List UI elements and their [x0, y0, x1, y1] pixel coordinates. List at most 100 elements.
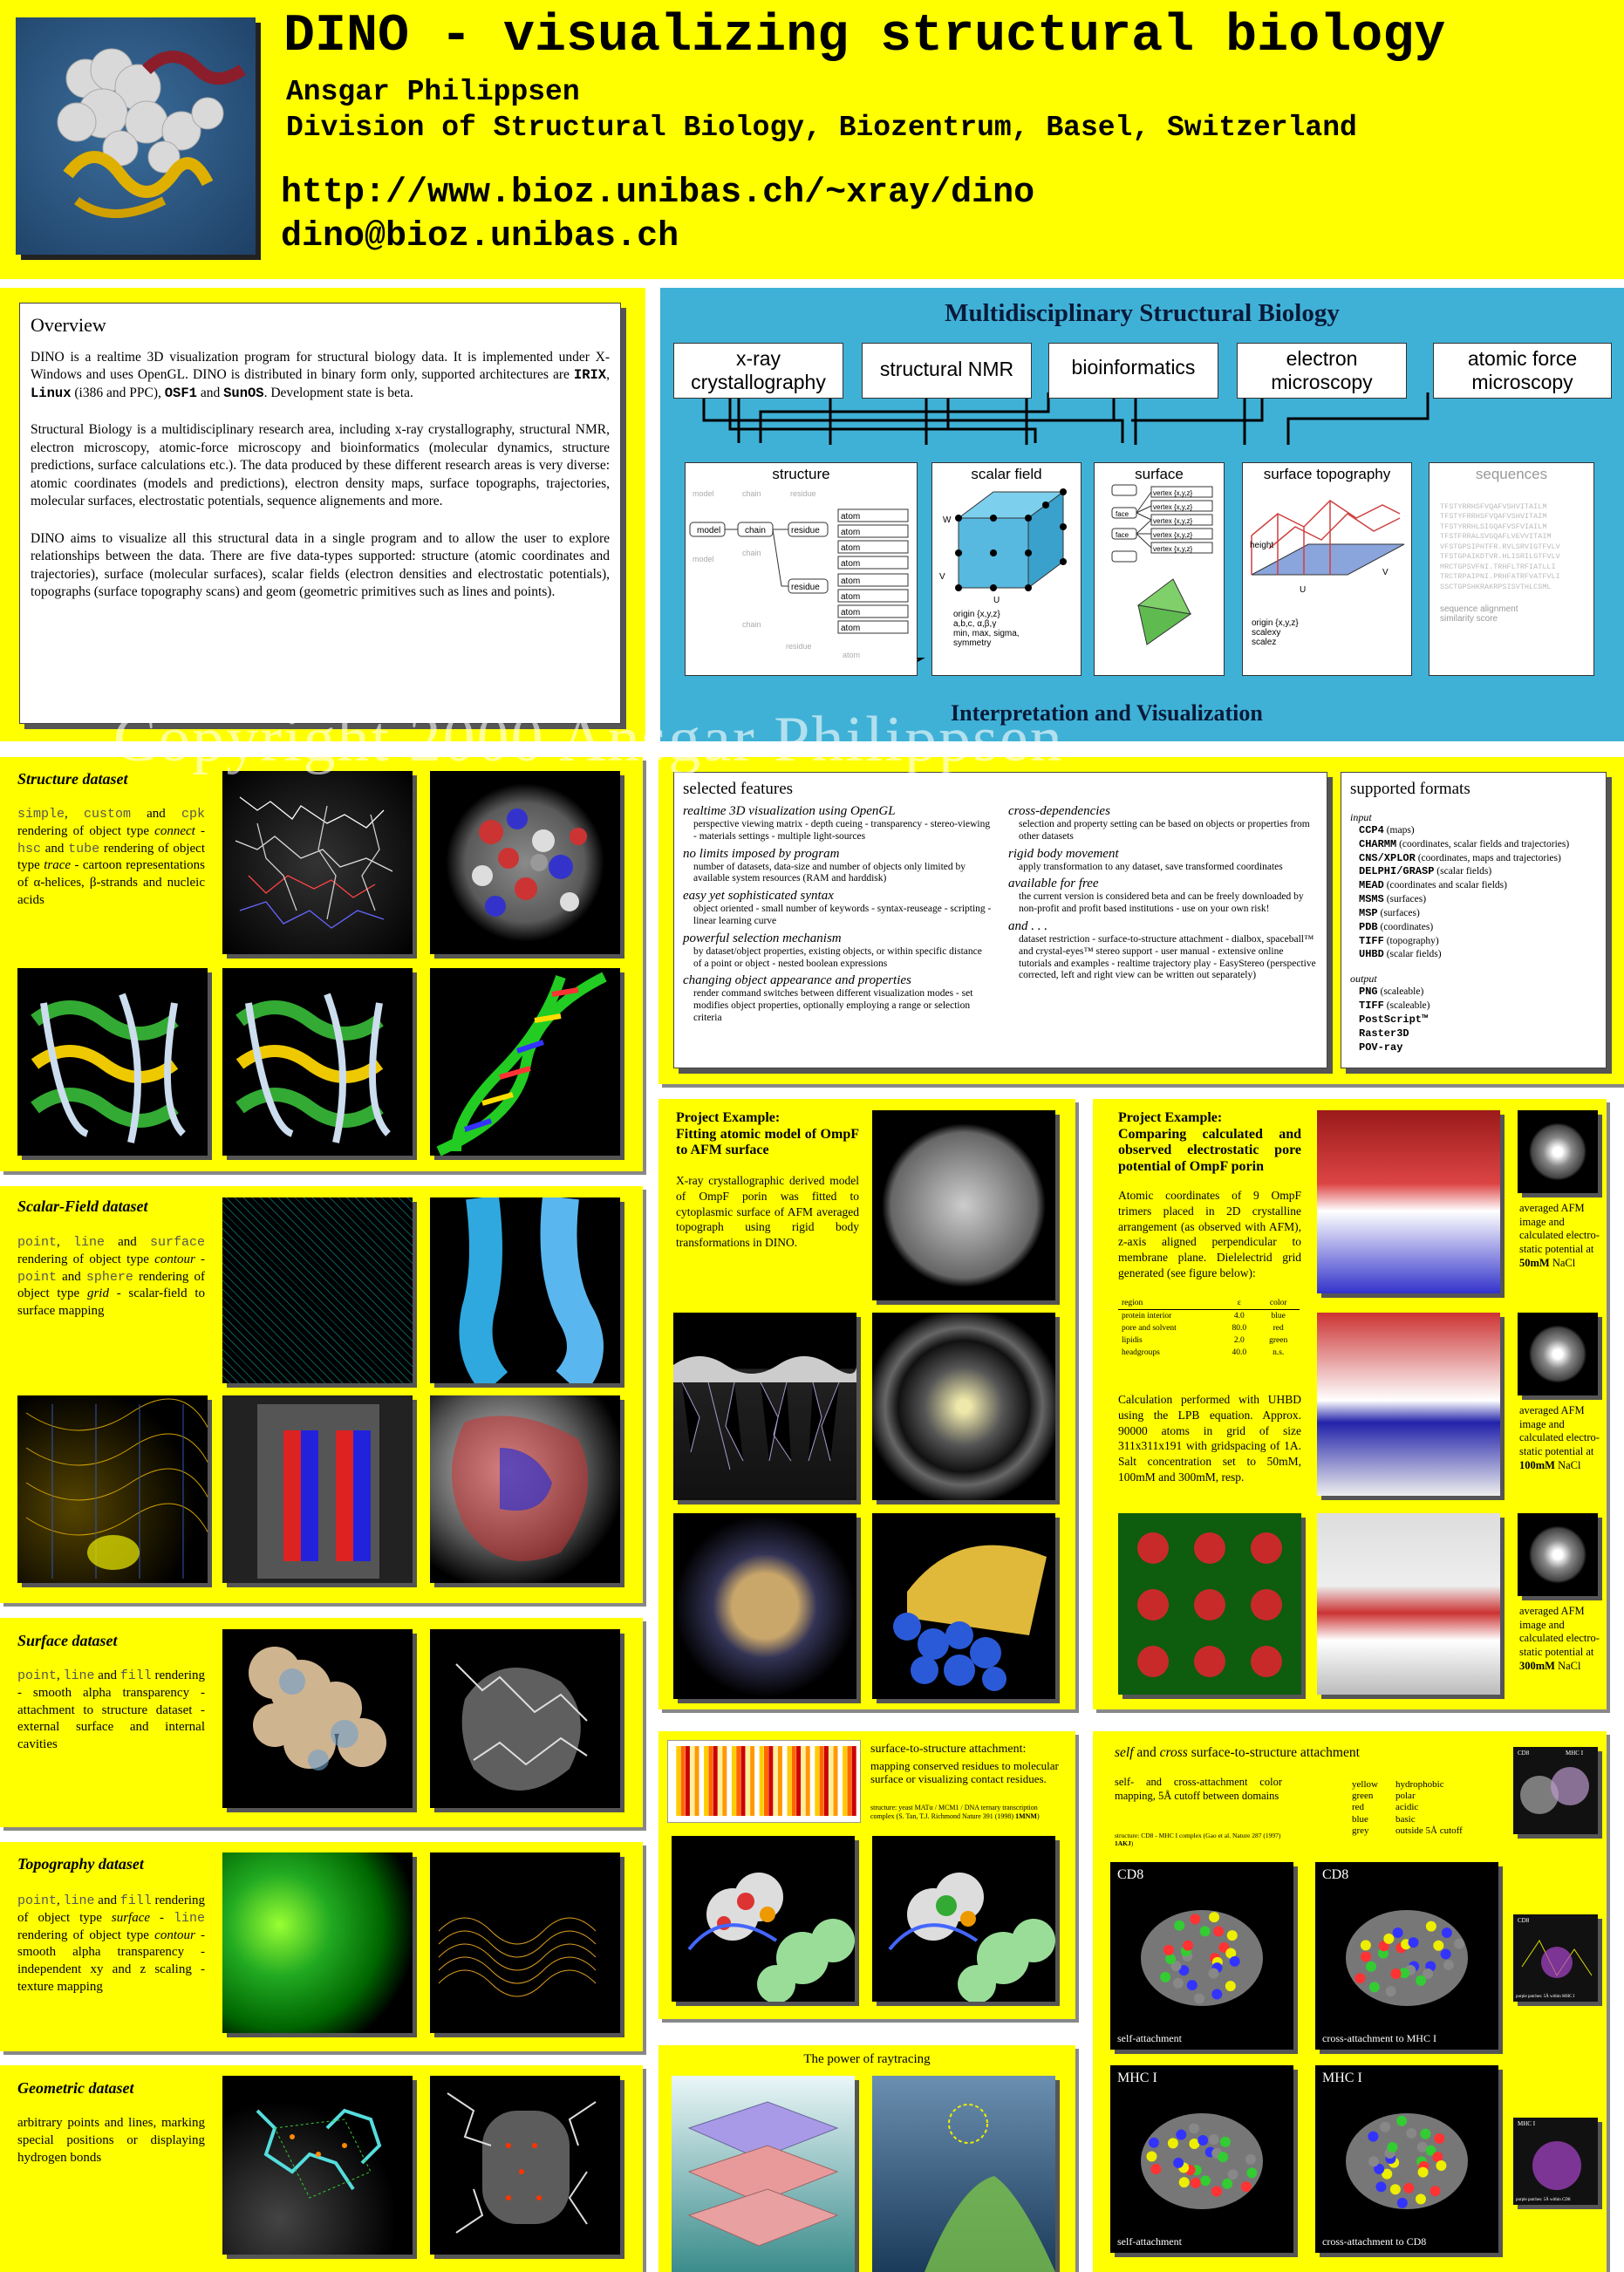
t: rendering of object type: [17, 1269, 205, 1301]
conservation-bar: [764, 1746, 768, 1816]
features-columns: realtime 3D visualization using OpenGL pe…: [683, 804, 1318, 1028]
t: ,: [57, 1668, 64, 1682]
t: -: [194, 823, 205, 838]
table-cell: 2.0: [1233, 1336, 1245, 1345]
legend-color: yellow: [1352, 1779, 1378, 1790]
legend-meaning: acidic: [1395, 1802, 1419, 1813]
label-residue: residue: [791, 526, 820, 536]
axis-height: height: [1250, 541, 1273, 550]
project1-image-top: [872, 1313, 1055, 1500]
axis-w: W: [943, 515, 952, 525]
conservation-bar: [750, 1746, 755, 1816]
scalar-grid-diagram: W V U: [939, 488, 1067, 605]
format-item: PostScript™: [1359, 1013, 1597, 1027]
legend-color: grey: [1352, 1825, 1369, 1836]
t: averaged AFM image and calculated electr…: [1519, 1404, 1600, 1457]
format-item: CNS/XPLOR (coordinates, maps and traject…: [1359, 852, 1597, 866]
t: rendering of object type: [17, 1927, 155, 1942]
label-vertex: vertex {x,y,z}: [1153, 503, 1193, 511]
features-column: cross-dependencies selection and property…: [1008, 804, 1318, 1028]
conservation-bar: [740, 1746, 746, 1816]
type-sequences-label: sequences: [1475, 466, 1548, 482]
conservation-bar: [833, 1746, 838, 1816]
label-face: face: [1116, 531, 1129, 539]
table-cell: 40.0: [1232, 1348, 1247, 1357]
afm-thumb-300mM: [1518, 1513, 1598, 1596]
t: -: [194, 1252, 205, 1266]
format-item: PNG (scaleable): [1359, 986, 1597, 1000]
author: Ansgar Philippsen: [286, 76, 580, 108]
conservation-chart-image: [667, 1740, 861, 1823]
scalar-image-surface-potential: [430, 1395, 620, 1583]
format-item: MEAD (coordinates and scalar fields): [1359, 879, 1597, 893]
structure-title: Structure dataset: [17, 770, 128, 788]
panel-caption: self-attachment: [1117, 2235, 1182, 2248]
svg-text:model: model: [693, 489, 714, 498]
svg-text:residue: residue: [786, 642, 812, 651]
text-span: . Development state is beta.: [263, 385, 413, 400]
format-item: CHARMM (coordinates, scalar fields and t…: [1359, 838, 1597, 852]
t: rendering of object type: [17, 841, 205, 873]
conservation-bar: [819, 1746, 824, 1816]
label-atom: atom: [841, 624, 860, 633]
table-cell: region: [1118, 1297, 1222, 1310]
topography-diagram: height U V: [1250, 500, 1405, 595]
feature-text: apply transformation to any dataset, sav…: [1019, 861, 1283, 872]
type-surface: surface face face vertex {x,y,z} vertex …: [1094, 462, 1225, 676]
format-name: Raster3D: [1359, 1027, 1409, 1040]
overview-para-2: Structural Biology is a multidisciplinar…: [31, 422, 610, 509]
features-title: selected features: [683, 780, 794, 798]
topography-meta: origin {x,y,z} scalexy scalez: [1252, 618, 1299, 647]
logo-image: [16, 17, 256, 255]
conservation-bars: [672, 1746, 856, 1816]
project2-heading-1: Project Example:: [1118, 1110, 1223, 1125]
cd8-cross-image: [1315, 1862, 1498, 2050]
surface-title: Surface dataset: [17, 1632, 118, 1649]
geometric-text: arbitrary points and lines, marking spec…: [17, 2116, 205, 2165]
label-vertex: vertex {x,y,z}: [1153, 489, 1193, 497]
feature-heading: realtime 3D visualization using OpenGL: [683, 804, 896, 818]
conservation-bar: [810, 1746, 815, 1816]
source-xray: x-ray crystallography: [673, 343, 843, 399]
format-name: CNS/XPLOR: [1359, 851, 1416, 864]
contact-email[interactable]: dino@bioz.unibas.ch: [281, 217, 679, 256]
conservation-bar: [680, 1746, 686, 1816]
feature-text: perspective viewing matrix - depth cuein…: [693, 819, 991, 842]
pdb-id: 1AKJ: [1115, 1839, 1131, 1848]
conservation-bar: [829, 1746, 834, 1816]
surface-mesh-diagram: face face vertex {x,y,z} vertex {x,y,z} …: [1111, 484, 1213, 645]
svg-text:model: model: [693, 555, 714, 563]
legend-row: grey outside 5Å cutoff: [1352, 1825, 1463, 1837]
conservation-bar: [773, 1746, 778, 1816]
t: and: [1133, 1745, 1160, 1760]
conservation-bar: [672, 1746, 676, 1816]
t: ,: [57, 1893, 64, 1907]
formats-input-list: CCP4 (maps) CHARMM (coordinates, scalar f…: [1350, 824, 1597, 962]
conservation-bar: [718, 1746, 722, 1816]
project-url[interactable]: http://www.bioz.unibas.ch/~xray/dino: [281, 174, 1035, 213]
kw: hsc: [17, 841, 42, 856]
topography-title: Topography dataset: [17, 1855, 144, 1873]
t: NaCl: [1549, 1256, 1576, 1269]
potential-image-50mM: [1317, 1110, 1500, 1293]
table-cell: 4.0: [1233, 1312, 1245, 1320]
thumb-label: CD8: [1518, 1750, 1530, 1757]
cd8-self-image: [1110, 1862, 1293, 2050]
format-item: DELPHI/GRASP (scalar fields): [1359, 865, 1597, 879]
table-cell: protein interior: [1122, 1312, 1172, 1320]
conservation-bar: [787, 1746, 792, 1816]
label-atom: atom: [841, 559, 860, 569]
t: structure: yeast MATα / MCM1 / DNA terna…: [870, 1804, 1038, 1820]
conservation-bar: [731, 1746, 736, 1816]
header-band: [0, 0, 1624, 279]
format-name: PDB: [1359, 920, 1378, 933]
afm-caption-100mM: averaged AFM image and calculated electr…: [1519, 1404, 1602, 1472]
t: - scalar-field to surface mapping: [17, 1286, 205, 1319]
conservation-bar: [690, 1746, 695, 1816]
project1-heading-2: Fitting atomic model of OmpF to AFM surf…: [676, 1127, 859, 1158]
format-desc: (coordinates and scalar fields): [1383, 880, 1507, 891]
kw-italic: connect: [154, 823, 195, 838]
svg-text:atom: atom: [843, 651, 860, 659]
structure-image-cpk: [430, 771, 620, 954]
project2-para-2: Calculation performed with UHBD using th…: [1118, 1393, 1301, 1484]
